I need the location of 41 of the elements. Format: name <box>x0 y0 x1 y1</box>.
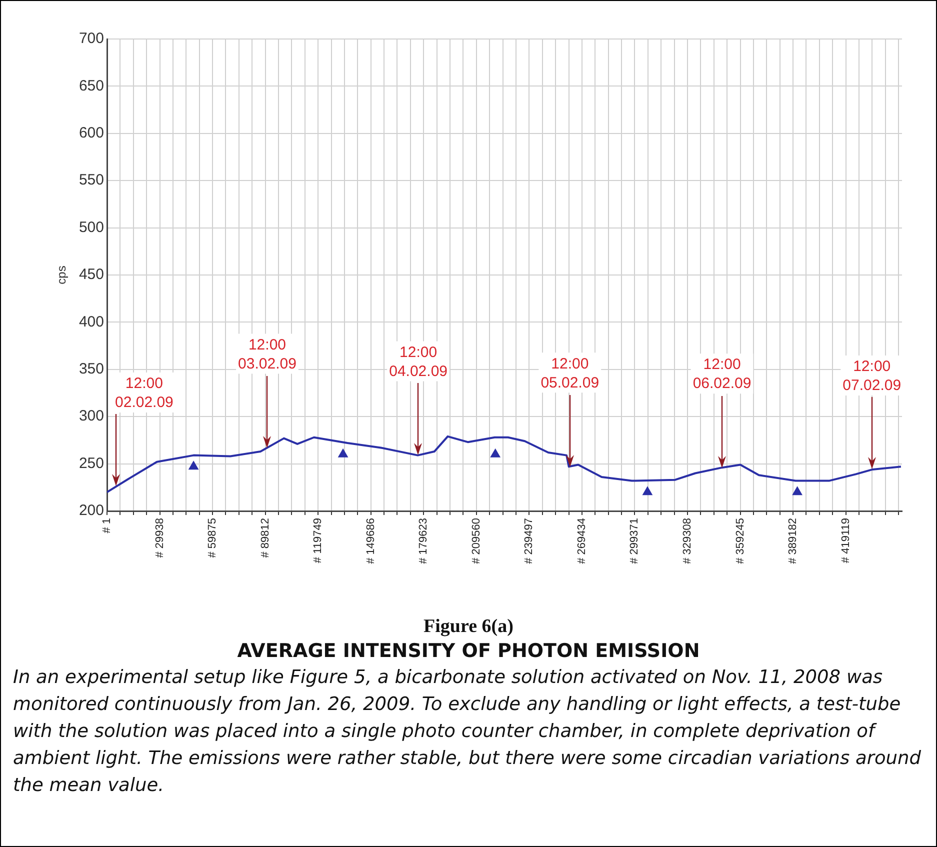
text: Figure 6(a) <box>422 616 514 638</box>
y-tick-label: 600 <box>78 124 104 142</box>
y-tick-label: 550 <box>78 172 104 189</box>
text: AVERAGE INTENSITY OF PHOTON EMISSION <box>236 640 701 662</box>
y-tick-label: 400 <box>78 313 104 330</box>
y-tick-label: 300 <box>78 408 104 425</box>
x-tick-label: # 329308 <box>682 518 694 564</box>
x-tick-label: # 299371 <box>628 518 641 564</box>
annotation: 12:00 04.02.09 <box>389 344 448 380</box>
y-tick-label: 200 <box>78 502 104 520</box>
point <box>490 448 500 458</box>
x-tick-label: # 149686 <box>364 518 377 564</box>
x-tick-label: # 209560 <box>470 518 482 564</box>
x-tick-label: # 1 <box>101 518 114 534</box>
y-tick-label: 450 <box>78 266 104 284</box>
y-tick-label: 250 <box>78 454 104 472</box>
x-tick-label: # 119749 <box>312 518 324 564</box>
annotation: 12:00 02.02.09 <box>115 375 174 412</box>
x-tick-label: # 359245 <box>734 518 746 564</box>
annotation: 12:00 07.02.09 <box>842 358 902 394</box>
x-tick-label: # 59875 <box>206 518 219 558</box>
x-tick-label: # 389182 <box>787 518 800 564</box>
point <box>642 486 652 496</box>
y-tick-label: 350 <box>78 360 104 378</box>
y-tick-label: 650 <box>78 77 104 94</box>
point <box>188 461 198 470</box>
x-tick-label: # 29938 <box>154 518 166 558</box>
x-tick-label: # 419119 <box>840 518 852 564</box>
x-tick-label: # 179623 <box>418 518 430 564</box>
x-tick-label: # 89812 <box>259 518 272 558</box>
x-tick-label: # 239497 <box>523 518 536 564</box>
annotation: 12:00 03.02.09 <box>238 336 296 372</box>
point <box>792 486 802 496</box>
x-tick-label: # 269434 <box>576 518 588 564</box>
point <box>338 448 348 458</box>
annotation: 12:00 06.02.09 <box>692 356 752 392</box>
y-axis-title: cps <box>54 266 69 284</box>
y-tick-label: 500 <box>78 218 104 236</box>
y-tick-label: 700 <box>78 30 104 48</box>
annotation: 12:00 05.02.09 <box>540 355 600 392</box>
text: In an experimental setup like Figure 5, a bicarbonate solution activated on Nov. 11, 2008 was monitored continuously from Jan. 26, 2009. To exclude any handling or light effects, a test-tube with the solution was placed into a single photo counter chamber, in complete deprivation of ambient light. The emissions were rather stable, but there were some circadian variations around the mean value. <box>12 666 922 798</box>
